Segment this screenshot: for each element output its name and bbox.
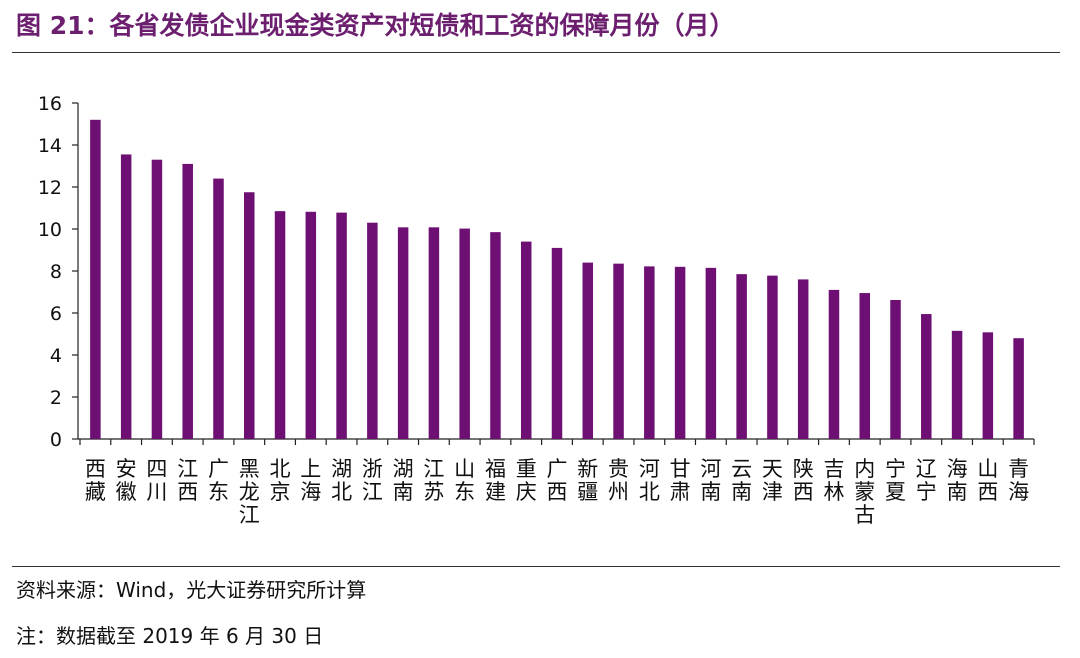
bar-山西 (982, 332, 994, 439)
chart-axes: 0 2 4 6 8 10 12 14 16 (38, 93, 1035, 451)
bar-辽宁 (921, 314, 932, 439)
x-tick-label: 甘肃 (670, 457, 691, 504)
y-tick-label: 14 (38, 135, 62, 157)
bar-江西 (182, 163, 193, 439)
x-tick-label: 重庆 (516, 457, 537, 504)
x-tick-label: 西藏 (85, 457, 106, 504)
x-tick-label: 上海 (300, 457, 321, 504)
bar-河北 (644, 266, 655, 439)
bar-湖北 (336, 212, 347, 439)
bar-广东 (213, 178, 224, 439)
bar-云南 (736, 274, 747, 439)
x-tick-label: 北京 (270, 457, 291, 504)
x-tick-label: 黑龙江 (239, 457, 260, 527)
x-tick-label: 福建 (485, 457, 506, 504)
bar-河南 (705, 267, 717, 439)
x-tick-label: 江西 (177, 457, 198, 504)
bar-江苏 (428, 227, 440, 439)
bar-安徽 (120, 154, 132, 439)
y-tick-label: 12 (38, 177, 62, 199)
bar-福建 (490, 232, 501, 439)
bar-浙江 (367, 222, 378, 439)
x-tick-label: 贵州 (608, 457, 629, 504)
y-tick-label: 16 (38, 93, 62, 115)
bar-北京 (274, 211, 286, 439)
x-tick-label: 山东 (454, 457, 475, 504)
x-tick-label: 海南 (947, 457, 968, 504)
source-note: 资料来源：Wind，光大证券研究所计算 (16, 578, 367, 602)
x-tick-label: 云南 (731, 457, 752, 504)
bar-黑龙江 (244, 192, 255, 439)
x-tick-label: 四川 (146, 457, 167, 504)
date-note: 注：数据截至 2019 年 6 月 30 日 (16, 624, 324, 648)
y-tick-label: 4 (50, 345, 62, 367)
y-tick-label: 0 (50, 429, 62, 451)
x-tick-label: 广西 (547, 457, 568, 504)
x-tick-label: 河北 (639, 457, 660, 504)
bar-西藏 (90, 119, 101, 440)
x-tick-label: 内蒙古 (854, 457, 875, 527)
bar-陕西 (797, 279, 809, 439)
bar-天津 (767, 275, 778, 439)
bar-甘肃 (674, 266, 686, 439)
x-tick-label: 陕西 (793, 457, 814, 504)
x-tick-label: 辽宁 (916, 457, 937, 504)
x-tick-label: 天津 (762, 457, 783, 504)
x-tick-label: 河南 (700, 457, 721, 504)
bar-湖南 (397, 227, 409, 439)
bar-新疆 (582, 262, 594, 439)
x-tick-label: 宁夏 (885, 457, 906, 504)
bar-四川 (151, 159, 163, 439)
chart-bars (90, 119, 1024, 440)
x-tick-label: 新疆 (577, 457, 598, 504)
x-tick-label: 山西 (977, 457, 998, 504)
y-tick-label: 6 (50, 303, 62, 325)
x-tick-label: 湖北 (331, 457, 352, 504)
x-tick-label: 安徽 (116, 457, 137, 504)
bar-青海 (1013, 338, 1024, 439)
bar-海南 (951, 330, 963, 439)
bar-山东 (459, 228, 470, 439)
x-tick-label: 吉林 (823, 457, 844, 504)
bar-内蒙古 (859, 293, 870, 439)
x-tick-label: 湖南 (393, 457, 414, 504)
bar-吉林 (828, 289, 840, 439)
y-tick-label: 2 (50, 387, 62, 409)
bar-宁夏 (890, 299, 901, 439)
x-tick-label: 广东 (208, 457, 229, 504)
x-axis-labels: 西藏安徽四川江西广东黑龙江北京上海湖北浙江湖南江苏山东福建重庆广西新疆贵州河北甘… (85, 457, 1029, 527)
top-divider (12, 52, 1060, 53)
x-tick-label: 江苏 (423, 457, 444, 504)
x-tick-label: 浙江 (362, 457, 383, 504)
bar-贵州 (613, 263, 624, 439)
y-tick-label: 10 (38, 219, 62, 241)
bar-上海 (305, 211, 317, 439)
bar-重庆 (520, 241, 532, 439)
bar-广西 (551, 247, 563, 439)
y-tick-label: 8 (50, 261, 62, 283)
x-tick-label: 青海 (1008, 457, 1029, 504)
figure-title: 图 21：各省发债企业现金类资产对短债和工资的保障月份（月） (16, 11, 735, 40)
bottom-divider (12, 566, 1060, 567)
